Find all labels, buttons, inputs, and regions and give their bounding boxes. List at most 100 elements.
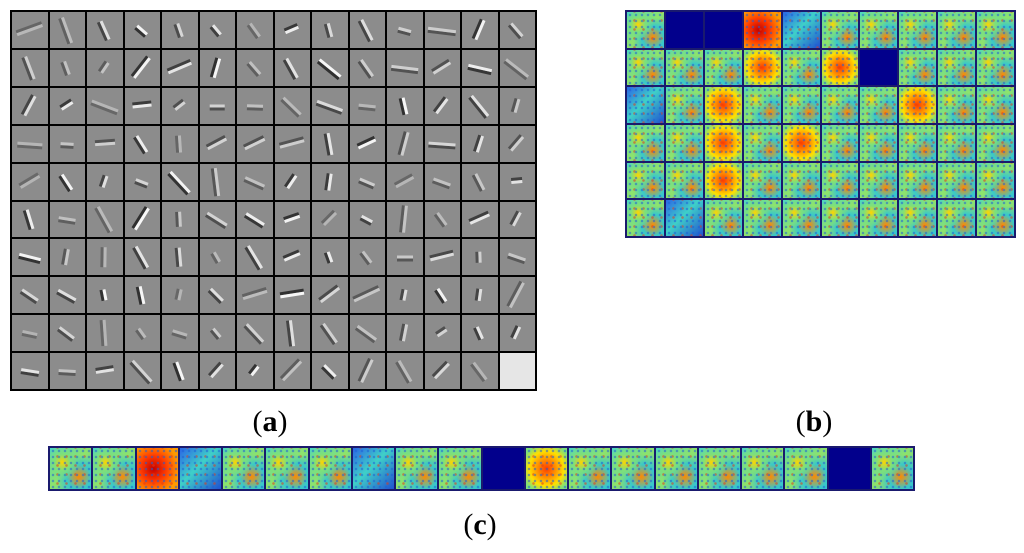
gray-filter-tile [12,315,48,352]
color-filter-tile [743,12,781,48]
filter-edge-stroke [396,255,413,259]
gray-filter-tile [124,12,160,48]
filter-edge-stroke [319,287,340,304]
color-filter-tile [743,87,781,123]
gray-filter-tile [12,163,48,200]
color-filter-tile [860,12,898,48]
filter-edge-stroke [401,324,408,342]
filter-edge-stroke [58,326,76,340]
filter-edge-stroke [169,170,191,193]
filter-edge-stroke [357,138,377,150]
color-filter-tile [627,49,664,86]
color-filter-tile [665,12,703,48]
color-filter-tile [627,87,664,123]
color-filter-tile [627,162,664,199]
color-filter-tile [50,448,92,489]
filter-edge-stroke [326,132,334,155]
gray-filter-tile [87,12,123,48]
filter-edge-stroke [360,58,375,77]
color-filter-tile [743,49,781,86]
color-filter-tile [860,125,898,161]
filter-edge-stroke [242,290,268,301]
filter-edge-stroke [433,61,452,75]
gray-filter-tile [312,12,348,48]
filter-edge-stroke [246,245,263,270]
gray-filter-tile [12,87,48,124]
color-filter-tile [860,87,898,123]
gray-filter-tile [424,12,460,48]
gray-filter-tile [424,201,460,238]
gray-filter-tile [124,315,160,352]
filter-edge-stroke [103,247,107,268]
filter-edge-stroke [19,174,41,189]
filter-edge-stroke [289,320,296,347]
gray-filter-tile [199,239,235,276]
gray-filter-tile [424,125,460,162]
gray-filter-tile [237,163,273,200]
color-filter-tile [309,448,351,489]
color-filter-tile [977,49,1014,86]
gray-filter-tile [12,239,48,276]
caption-b: (b) [795,405,833,438]
gray-filter-tile [49,87,85,124]
color-filter-tile [627,125,664,161]
filter-edge-stroke [61,173,74,190]
filter-edge-stroke [133,57,152,79]
filter-edge-stroke [397,26,412,34]
color-filter-tile [704,125,742,161]
gray-filter-tile [462,163,498,200]
gray-filter-tile [49,353,85,389]
gray-filter-tile [274,125,310,162]
gray-filter-tile [124,163,160,200]
filter-edge-stroke [135,177,149,186]
filter-edge-stroke [433,177,452,187]
color-filter-tile [977,162,1014,199]
color-filter-tile [899,125,937,161]
gray-filter-tile [87,315,123,352]
color-filter-tile [782,162,820,199]
gray-filter-tile [199,315,235,352]
gray-filter-tile [237,49,273,86]
color-filter-tile [782,49,820,86]
filter-edge-stroke [401,97,409,115]
filter-edge-stroke [94,141,115,146]
filter-edge-stroke [391,64,419,71]
filter-edge-stroke [467,63,492,72]
filter-edge-stroke [286,174,298,189]
color-filter-tile [439,448,481,489]
color-filter-tile [938,87,976,123]
gray-filter-tile [499,163,535,200]
filter-edge-stroke [63,60,72,76]
gray-filter-tile [499,49,535,86]
filter-edge-stroke [177,289,183,302]
filter-edge-stroke [284,215,301,224]
gray-filter-tile [162,239,198,276]
color-filter-tile [938,12,976,48]
filter-edge-stroke [177,212,182,227]
gray-filter-tile [162,353,198,389]
gray-filter-tile [12,49,48,86]
gray-filter-tile [162,49,198,86]
gray-filter-tile [387,12,423,48]
color-filter-tile [899,87,937,123]
gray-filter-tile [87,353,123,389]
gray-filter-tile [349,277,385,314]
filter-edge-stroke [279,138,305,149]
color-filter-tile [899,49,937,86]
filter-edge-stroke [436,328,448,338]
filter-edge-stroke [214,167,221,196]
gray-filter-tile [499,353,535,389]
gray-filter-tile [312,125,348,162]
filter-edge-stroke [137,327,147,339]
filter-edge-stroke [210,363,225,379]
gray-filter-tile [237,125,273,162]
filter-edge-stroke [326,22,333,38]
filter-edge-stroke [327,173,333,191]
color-filter-tile [821,12,859,48]
color-filter-tile [860,49,898,86]
color-filter-tile [977,200,1014,236]
gray-filter-tile [312,353,348,389]
gray-filter-tile [499,125,535,162]
gray-filter-tile [49,49,85,86]
filter-edge-stroke [176,22,184,37]
